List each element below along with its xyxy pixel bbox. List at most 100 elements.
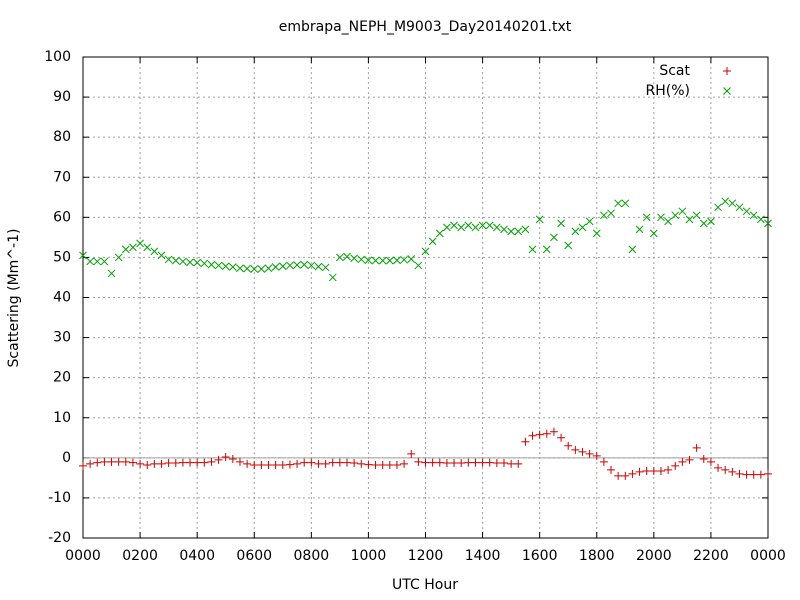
y-tick-label: 100 xyxy=(44,49,71,65)
point xyxy=(79,251,87,260)
point xyxy=(100,257,109,266)
point xyxy=(714,203,722,212)
x-tick-label: 1000 xyxy=(351,548,387,564)
point xyxy=(107,269,116,278)
point xyxy=(385,461,394,470)
point xyxy=(271,263,280,271)
point xyxy=(214,455,223,464)
point xyxy=(450,221,458,230)
x-tick-label: 1400 xyxy=(465,548,501,564)
point xyxy=(585,217,594,226)
point xyxy=(557,219,565,228)
point xyxy=(692,443,701,452)
point xyxy=(478,458,487,467)
point xyxy=(499,459,508,468)
legend-marker xyxy=(723,67,731,75)
point xyxy=(407,255,416,263)
point xyxy=(442,459,451,468)
point xyxy=(250,461,259,470)
point xyxy=(371,461,380,470)
point xyxy=(421,247,430,256)
point xyxy=(457,459,466,468)
y-tick-label: 40 xyxy=(53,290,71,306)
point xyxy=(79,461,87,470)
point xyxy=(207,260,216,269)
chart-title: embrapa_NEPH_M9003_Day20140201.txt xyxy=(279,19,572,35)
point xyxy=(507,227,515,236)
point xyxy=(443,223,451,232)
point xyxy=(343,252,351,261)
point xyxy=(492,459,501,468)
point xyxy=(578,223,587,232)
legend-marker xyxy=(723,87,731,95)
point xyxy=(114,253,123,262)
point xyxy=(228,455,237,464)
point xyxy=(728,199,737,208)
point xyxy=(114,457,123,466)
legend-label: RH(%) xyxy=(646,83,690,99)
point xyxy=(592,451,601,460)
x-tick-label: 2000 xyxy=(636,548,672,564)
point xyxy=(599,457,608,466)
point xyxy=(157,459,166,468)
point xyxy=(278,262,287,271)
point xyxy=(557,433,566,442)
point xyxy=(678,207,687,216)
point xyxy=(756,470,765,479)
point xyxy=(150,459,159,468)
point xyxy=(485,458,494,467)
point xyxy=(228,263,237,271)
point xyxy=(207,457,216,466)
point xyxy=(378,256,387,265)
point xyxy=(264,461,273,470)
point xyxy=(393,256,401,265)
point xyxy=(707,217,715,226)
point xyxy=(214,261,223,270)
point xyxy=(735,203,744,212)
point xyxy=(129,243,137,252)
point xyxy=(321,459,330,468)
point xyxy=(471,223,480,232)
point xyxy=(378,461,387,470)
point xyxy=(250,265,259,273)
point xyxy=(528,431,537,440)
legend-label: Scat xyxy=(659,63,690,79)
y-tick-label: 30 xyxy=(53,330,71,346)
y-tick-label: 60 xyxy=(53,209,71,225)
point xyxy=(121,245,130,254)
point xyxy=(435,458,444,467)
y-tick-label: 20 xyxy=(53,370,71,386)
point xyxy=(128,458,137,467)
point xyxy=(678,457,687,466)
point xyxy=(235,457,244,466)
point xyxy=(642,213,651,222)
point xyxy=(93,257,102,266)
x-tick-label: 0600 xyxy=(236,548,272,564)
point xyxy=(150,247,159,256)
point xyxy=(549,427,558,436)
point xyxy=(671,211,680,220)
plot-border xyxy=(82,56,769,539)
point xyxy=(157,251,166,260)
point xyxy=(385,256,394,265)
point xyxy=(578,447,587,456)
point xyxy=(414,457,423,466)
point xyxy=(635,467,644,476)
y-tick-label: 0 xyxy=(62,450,71,466)
point xyxy=(478,221,487,230)
point xyxy=(464,221,473,230)
point xyxy=(649,229,658,238)
point xyxy=(721,197,730,206)
x-tick-label: 0200 xyxy=(122,548,158,564)
point xyxy=(243,459,252,468)
point xyxy=(164,459,173,468)
point xyxy=(335,458,344,467)
point xyxy=(178,458,187,467)
point xyxy=(221,453,230,462)
point xyxy=(757,215,765,224)
point xyxy=(528,245,537,254)
point xyxy=(685,215,694,224)
point xyxy=(607,465,616,474)
point xyxy=(257,461,266,470)
x-tick-label: 1600 xyxy=(522,548,558,564)
